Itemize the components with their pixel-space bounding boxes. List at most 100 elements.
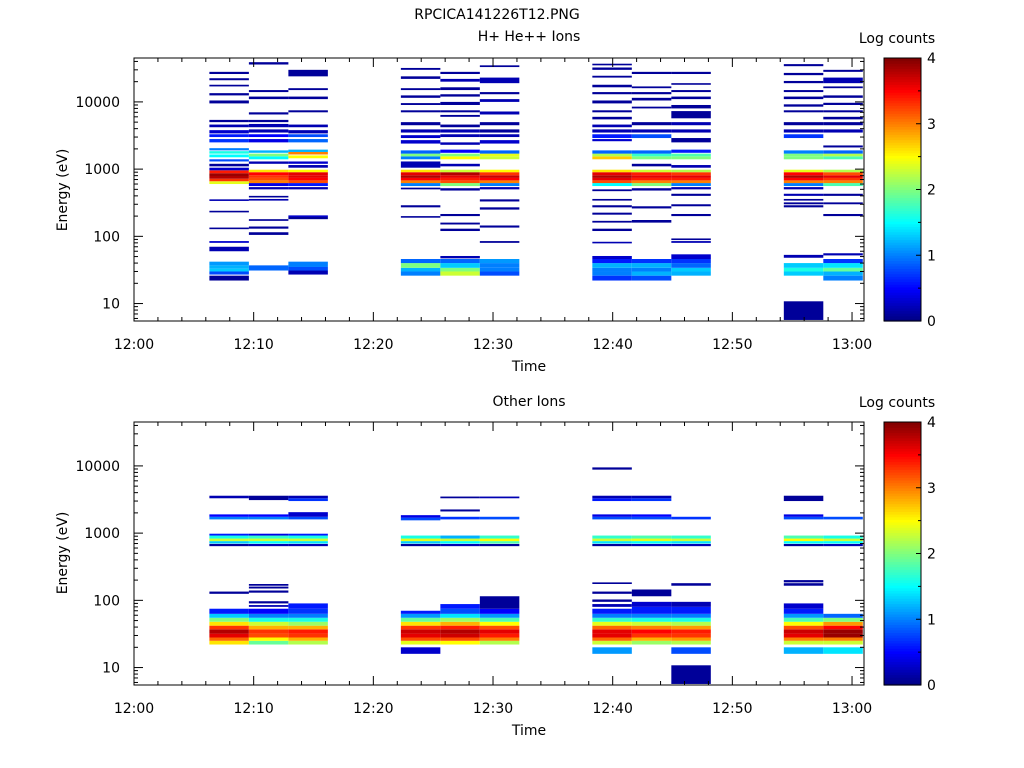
heatmap-cell (592, 498, 632, 502)
heatmap-cell (479, 621, 520, 626)
heatmap-cell (400, 640, 441, 645)
y-ticks (134, 60, 864, 319)
heatmap-cell (400, 543, 441, 547)
heatmap-cell (823, 538, 863, 542)
heatmap-cell (209, 154, 249, 158)
heatmap-cell (631, 71, 672, 75)
heatmap-cell (783, 150, 824, 154)
colorbar-band (884, 564, 921, 568)
colorbar-band (884, 213, 921, 217)
heatmap-cell (209, 640, 249, 645)
heatmap-cell (479, 207, 520, 210)
colorbar-band (884, 79, 921, 83)
heatmap-cell (288, 88, 328, 91)
heatmap-cell (400, 110, 441, 113)
heatmap-cell (209, 139, 249, 143)
colorbar-band (884, 97, 921, 101)
heatmap-cell (592, 124, 632, 128)
colorbar-band (884, 566, 921, 570)
colorbar-band (884, 553, 921, 557)
y-tick-label: 10000 (75, 459, 120, 475)
colorbar-band (884, 92, 921, 96)
heatmap-cell (209, 265, 249, 269)
colorbar-band (884, 110, 921, 114)
heatmap-cell (631, 156, 672, 160)
heatmap-cell (479, 172, 520, 176)
heatmap-cell (631, 175, 672, 178)
colorbar-band (884, 228, 921, 233)
heatmap-cell (288, 172, 328, 176)
colorbar-band (884, 674, 921, 678)
colorbar-band (884, 231, 921, 235)
heatmap-cell (479, 496, 520, 499)
heatmap-cell (631, 617, 672, 622)
heatmap-cell (288, 621, 328, 626)
colorbar-band (884, 524, 921, 528)
colorbar-band (884, 587, 921, 591)
heatmap-cell (783, 72, 824, 76)
colorbar-band (884, 653, 921, 657)
colorbar-band (884, 244, 921, 248)
heatmap-cell (440, 535, 480, 539)
x-tick-label: 12:10 (233, 701, 273, 717)
heatmap-cell (440, 509, 480, 512)
heatmap-cell (288, 139, 328, 143)
heatmap-cell (479, 140, 520, 144)
heatmap-cell (823, 110, 863, 113)
colorbar-band (884, 445, 921, 449)
y-tick-label: 10 (102, 661, 120, 677)
heatmap-cell (631, 220, 672, 223)
heatmap-cell (479, 65, 520, 68)
heatmap-cell (671, 535, 711, 539)
heatmap-cell (400, 67, 441, 70)
heatmap-cell (440, 129, 480, 133)
heatmap-cell (209, 119, 249, 123)
figure-title: RPCICA141226T12.PNG (414, 7, 579, 23)
heatmap-cell (671, 129, 711, 133)
colorbar-band (884, 226, 921, 230)
heatmap-cell (783, 538, 824, 542)
heatmap-cell (440, 625, 480, 630)
heatmap-cell (479, 617, 520, 622)
colorbar-band (884, 65, 921, 70)
heatmap-cell (631, 172, 672, 176)
heatmap-cell (400, 216, 441, 218)
heatmap-cell (671, 637, 711, 641)
heatmap-cell (631, 97, 672, 101)
heatmap-cell (288, 535, 328, 539)
heatmap-cell (209, 78, 249, 81)
heatmap-cell (823, 169, 863, 173)
y-ticks (134, 424, 864, 683)
colorbar-tick-label: 4 (927, 51, 936, 67)
heatmap-cell (783, 603, 824, 609)
colorbar-band (884, 200, 921, 204)
colorbar-band (884, 503, 921, 507)
heatmap-cell (592, 608, 632, 614)
heatmap-cell (400, 180, 441, 184)
heatmap-cell (400, 88, 441, 91)
heatmap-cell (479, 640, 520, 645)
heatmap-cell (783, 647, 824, 654)
heatmap-cell (209, 241, 249, 243)
heatmap-cell (248, 172, 289, 176)
y-tick-label: 1000 (84, 526, 120, 542)
heatmap-cell (209, 124, 249, 128)
heatmap-cell (631, 92, 672, 95)
heatmap-cell (783, 613, 824, 618)
y-axis-label: Energy (eV) (55, 512, 71, 595)
colorbar-band (884, 456, 921, 460)
heatmap-cell (288, 512, 328, 517)
colorbar-band (884, 613, 921, 618)
heatmap-cell (288, 640, 328, 645)
heatmap-cell (248, 219, 289, 221)
colorbar-band (884, 134, 921, 138)
heatmap-cell (400, 177, 441, 181)
heatmap-cell (248, 617, 289, 622)
heatmap-cell (288, 183, 328, 187)
heatmap-cell (671, 263, 711, 268)
colorbar-band (884, 107, 921, 112)
heatmap-cell (248, 169, 289, 173)
heatmap-cell (631, 86, 672, 89)
x-tick-label: 12:00 (114, 701, 154, 717)
